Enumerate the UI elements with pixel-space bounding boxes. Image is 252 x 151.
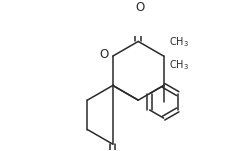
Text: O: O bbox=[100, 48, 109, 61]
Text: CH$_3$: CH$_3$ bbox=[169, 35, 188, 49]
Text: CH$_3$: CH$_3$ bbox=[169, 58, 188, 72]
Text: O: O bbox=[136, 1, 145, 14]
